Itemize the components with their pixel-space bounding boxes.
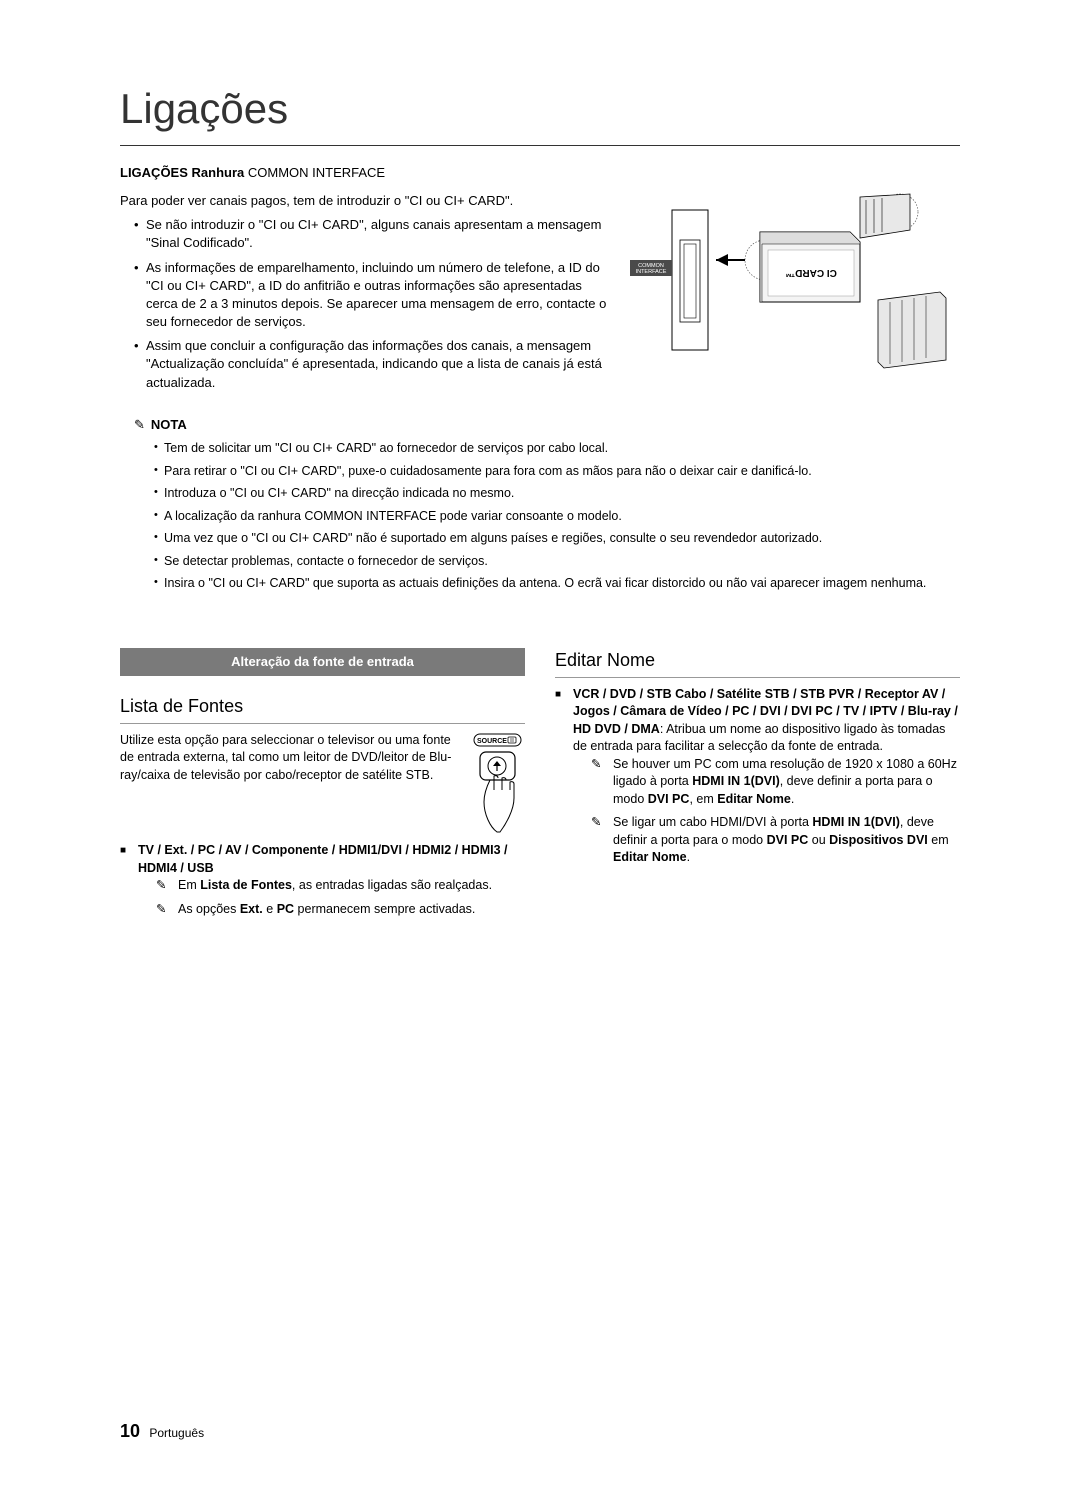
nota-item: Para retirar o "CI ou CI+ CARD", puxe-o … [154,463,960,481]
left-column: Alteração da fonte de entrada Lista de F… [120,648,525,925]
top-bullet-item: Se não introduzir o "CI ou CI+ CARD", al… [134,216,610,252]
txt: . [791,792,794,806]
top-bullet-item: As informações de emparelhamento, inclui… [134,259,610,332]
page-footer: 10 Português [120,1419,204,1444]
right-square-list: VCR / DVD / STB Cabo / Satélite STB / ST… [555,686,960,867]
lista-desc: Utilize esta opção para seleccionar o te… [120,732,460,785]
txt-bold: DVI PC [648,792,690,806]
txt-bold: DVI PC [767,833,809,847]
top-bullet-list: Se não introduzir o "CI ou CI+ CARD", al… [120,216,610,392]
intro-line: Para poder ver canais pagos, tem de intr… [120,192,610,210]
top-bullet-item: Assim que concluir a configuração das in… [134,337,610,392]
section-header-rest: COMMON INTERFACE [244,165,385,180]
txt-bold: Editar Nome [717,792,791,806]
txt-bold: Ext. [240,902,263,916]
txt-bold: HDMI IN 1(DVI) [812,815,900,829]
top-block: Para poder ver canais pagos, tem de intr… [120,192,960,398]
txt: Se ligar um cabo HDMI/DVI à porta [613,815,812,829]
left-square-item: TV / Ext. / PC / AV / Componente / HDMI1… [120,842,525,918]
source-btn-label: SOURCE [477,738,507,745]
right-square-item: VCR / DVD / STB Cabo / Satélite STB / ST… [555,686,960,867]
ci-card-diagram: COMMON INTERFACE CI CARD™ [630,192,960,398]
right-pen-list: Se houver um PC com uma resolução de 192… [573,756,960,867]
nota-block: NOTA Tem de solicitar um "CI ou CI+ CARD… [120,416,960,593]
txt: , em [689,792,717,806]
lista-fontes-heading: Lista de Fontes [120,694,525,724]
editar-nome-heading: Editar Nome [555,648,960,678]
source-hand-svg: SOURCE [470,732,525,837]
top-left-text: Para poder ver canais pagos, tem de intr… [120,192,610,398]
txt-bold: Dispositivos DVI [829,833,928,847]
txt: permanecem sempre activadas. [294,902,475,916]
right-column: Editar Nome VCR / DVD / STB Cabo / Satél… [555,648,960,925]
txt: ou [808,833,829,847]
section-header-bold: LIGAÇÕES Ranhura [120,165,244,180]
left-pen-list: Em Lista de Fontes, as entradas ligadas … [138,877,525,918]
left-square-bold: TV / Ext. / PC / AV / Componente / HDMI1… [138,843,507,875]
two-column-section: Alteração da fonte de entrada Lista de F… [120,648,960,925]
txt: Em [178,878,200,892]
txt-bold: Lista de Fontes [200,878,292,892]
txt-bold: HDMI IN 1(DVI) [692,774,780,788]
lista-row: Utilize esta opção para seleccionar o te… [120,732,525,842]
nota-item: Insira o "CI ou CI+ CARD" que suporta as… [154,575,960,593]
page-number: 10 [120,1421,140,1441]
txt: e [263,902,277,916]
source-button-diagram: SOURCE [470,732,525,842]
nota-heading: NOTA [134,416,960,434]
left-pen-item: As opções Ext. e PC permanecem sempre ac… [156,901,525,919]
nota-item: A localização da ranhura COMMON INTERFAC… [154,508,960,526]
page-title: Ligações [120,80,960,146]
common-label-2: INTERFACE [636,269,667,275]
txt: As opções [178,902,240,916]
lista-desc-wrap: Utilize esta opção para seleccionar o te… [120,732,460,842]
nota-item: Tem de solicitar um "CI ou CI+ CARD" ao … [154,440,960,458]
txt: . [687,850,690,864]
ci-slot-svg: COMMON INTERFACE CI CARD™ [630,192,960,382]
nota-item: Introduza o "CI ou CI+ CARD" na direcção… [154,485,960,503]
txt-bold: PC [277,902,294,916]
right-pen-item: Se houver um PC com uma resolução de 192… [591,756,960,809]
section-header: LIGAÇÕES Ranhura COMMON INTERFACE [120,164,960,182]
nota-list: Tem de solicitar um "CI ou CI+ CARD" ao … [120,440,960,593]
ribbon-alteracao: Alteração da fonte de entrada [120,648,525,676]
left-pen-item: Em Lista de Fontes, as entradas ligadas … [156,877,525,895]
nota-item: Se detectar problemas, contacte o fornec… [154,553,960,571]
txt: em [928,833,949,847]
right-pen-item: Se ligar um cabo HDMI/DVI à porta HDMI I… [591,814,960,867]
ci-card-label: CI CARD™ [785,267,837,278]
nota-item: Uma vez que o "CI ou CI+ CARD" não é sup… [154,530,960,548]
left-square-list: TV / Ext. / PC / AV / Componente / HDMI1… [120,842,525,918]
txt: , as entradas ligadas são realçadas. [292,878,492,892]
footer-lang: Português [149,1426,204,1440]
txt-bold: Editar Nome [613,850,687,864]
